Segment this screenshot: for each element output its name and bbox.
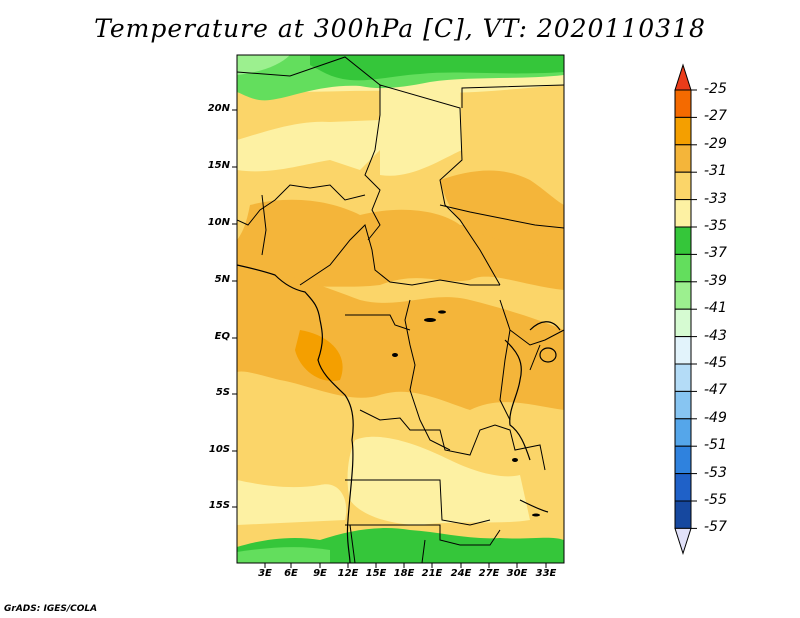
colorbar-swatch <box>674 89 692 118</box>
lon-label: 18E <box>393 568 415 579</box>
colorbar-label: -41 <box>704 300 727 317</box>
lat-label: 10S <box>208 444 230 455</box>
colorbar-swatch <box>674 308 692 338</box>
colorbar-label: -49 <box>704 409 727 426</box>
lat-label: 10N <box>207 217 230 228</box>
colorbar-label: -47 <box>704 382 727 399</box>
lat-ticks <box>232 109 237 508</box>
lon-label: 15E <box>365 568 387 579</box>
colorbar-swatch <box>674 500 692 529</box>
colorbar-swatch <box>674 171 692 201</box>
colorbar-swatch <box>674 116 692 146</box>
colorbar-swatch <box>674 281 692 310</box>
colorbar-swatch <box>674 336 692 365</box>
lon-label: 6E <box>284 568 298 579</box>
colorbar-swatch <box>674 199 692 228</box>
lakes <box>392 310 540 517</box>
lon-label: 21E <box>421 568 443 579</box>
colorbar-bottom-arrow <box>674 527 692 556</box>
lon-label: 3E <box>258 568 272 579</box>
colorbar-label: -37 <box>704 245 727 262</box>
colorbar-label: -25 <box>704 81 727 97</box>
lon-label: 9E <box>313 568 327 579</box>
colorbar-swatch <box>674 363 692 392</box>
lat-label: 5N <box>214 274 230 285</box>
colorbar-label: -35 <box>704 218 727 234</box>
colorbar-swatch <box>674 473 692 502</box>
lon-label: 33E <box>535 568 557 579</box>
colorbar-label: -33 <box>704 190 727 207</box>
lat-label: 15N <box>207 160 230 171</box>
colorbar-swatch <box>674 390 692 420</box>
colorbar <box>674 63 697 556</box>
lon-label: 27E <box>478 568 500 579</box>
country-borders <box>237 56 564 563</box>
colorbar-label: -29 <box>704 135 727 152</box>
map-title: Temperature at 300hPa [C], VT: 202011031… <box>94 14 706 43</box>
coastline <box>236 264 561 564</box>
colorbar-label: -39 <box>704 272 727 289</box>
colorbar-label: -55 <box>704 492 727 508</box>
lon-ticks <box>264 563 547 568</box>
colorbar-label: -45 <box>704 355 727 371</box>
colorbar-swatch <box>674 144 692 173</box>
colorbar-label: -51 <box>704 437 727 454</box>
lat-label: 15S <box>208 500 230 511</box>
map-frame <box>236 54 565 564</box>
credit-text: GrADS: IGES/COLA <box>4 604 98 614</box>
lon-label: 30E <box>506 568 528 579</box>
colorbar-label: -31 <box>704 163 727 180</box>
colorbar-label: -53 <box>704 464 727 481</box>
colorbar-label: -27 <box>704 108 727 125</box>
colorbar-swatch <box>674 418 692 447</box>
lon-label: 12E <box>337 568 359 579</box>
lat-label: 5S <box>215 387 230 398</box>
lat-label: 20N <box>207 103 230 114</box>
colorbar-swatch <box>674 445 692 475</box>
colorbar-label: -43 <box>704 327 727 344</box>
lat-label: EQ <box>214 331 230 342</box>
colorbar-swatch <box>674 226 692 255</box>
colorbar-top-arrow <box>674 63 692 91</box>
temperature-field <box>237 55 564 563</box>
colorbar-label: -57 <box>704 519 727 536</box>
colorbar-swatch <box>674 253 692 283</box>
lon-label: 24E <box>450 568 472 579</box>
